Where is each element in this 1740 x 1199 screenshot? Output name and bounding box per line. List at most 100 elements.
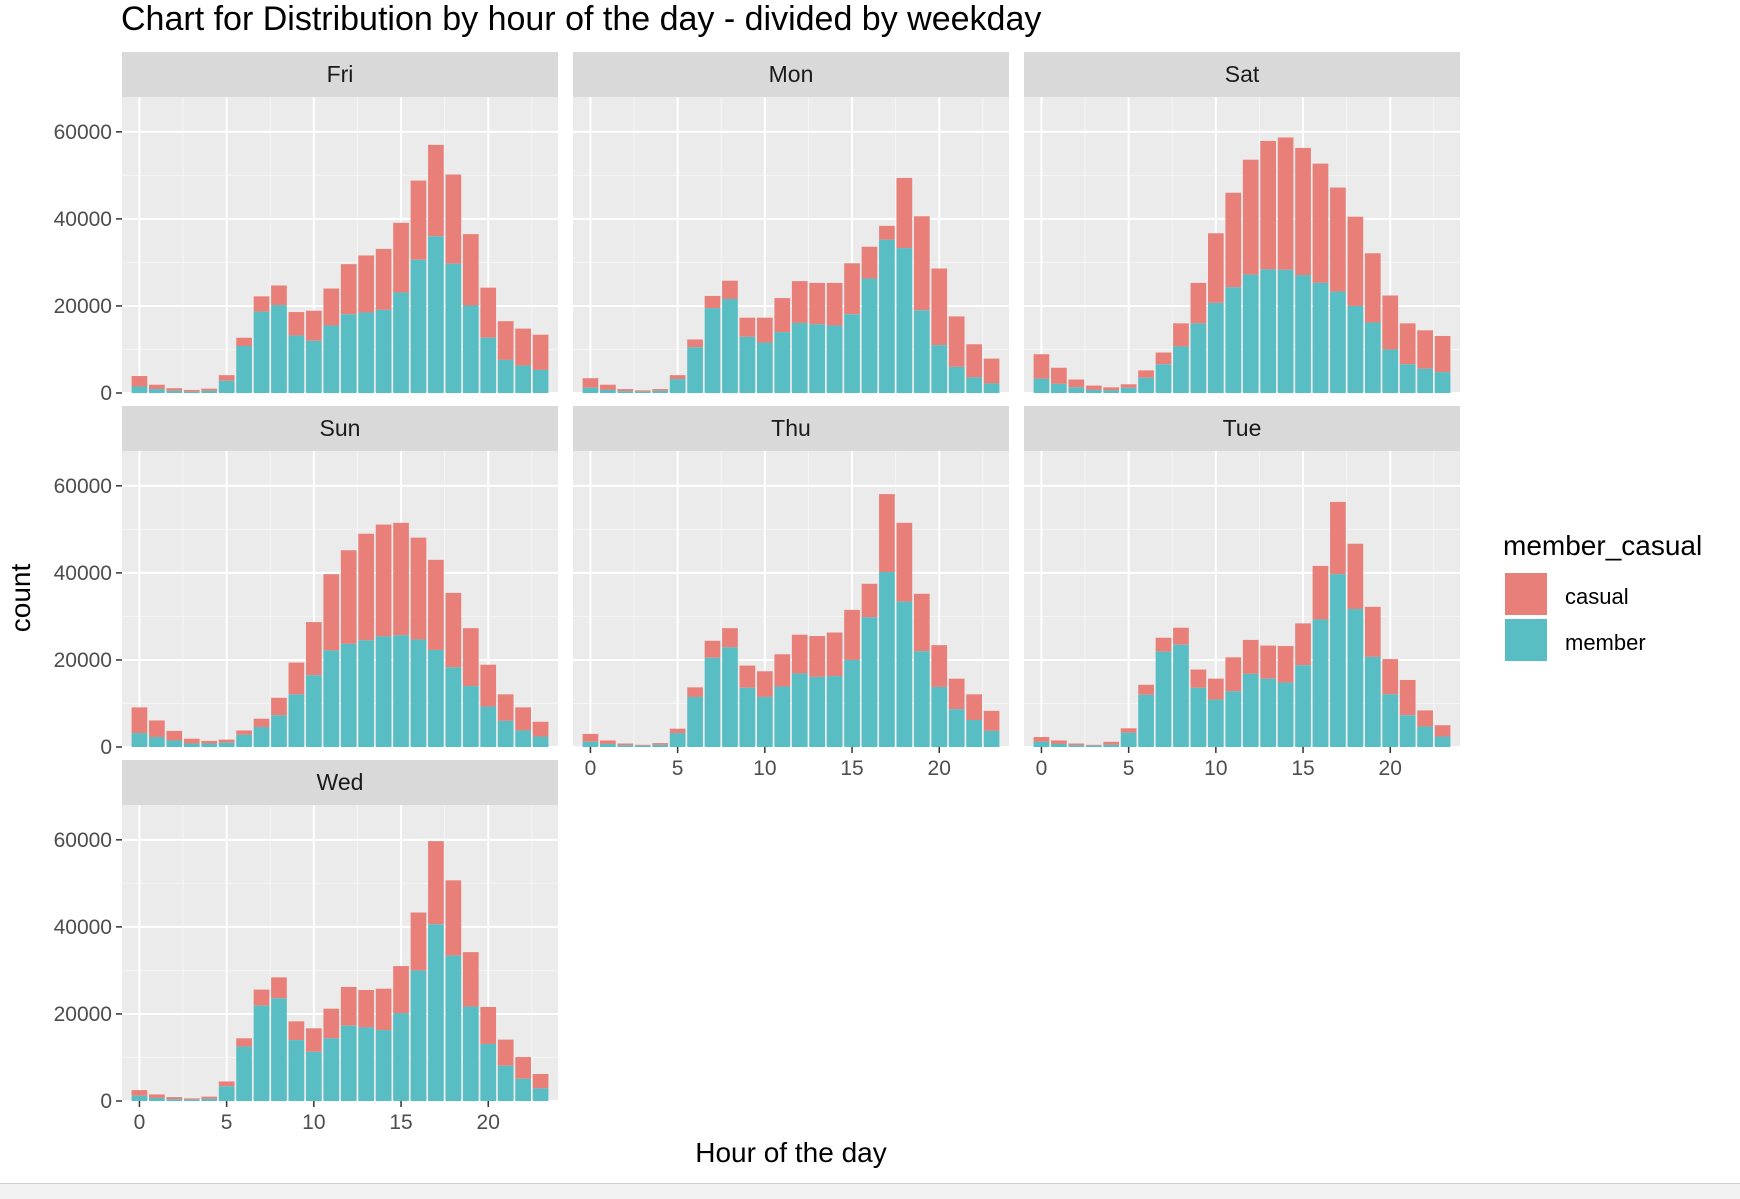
legend-title: member_casual bbox=[1503, 530, 1702, 561]
bar-member bbox=[879, 572, 895, 747]
bar-casual bbox=[271, 977, 287, 999]
bar-member bbox=[1242, 274, 1259, 393]
bar-member bbox=[1138, 694, 1154, 747]
x-tick-label: 15 bbox=[1291, 757, 1314, 780]
bar-casual bbox=[288, 1021, 305, 1041]
y-tick-label: 20000 bbox=[54, 1003, 112, 1026]
bar-member bbox=[1434, 736, 1451, 747]
bar-casual bbox=[966, 694, 982, 721]
bar-member bbox=[253, 726, 270, 747]
bar-casual bbox=[1225, 657, 1242, 692]
bar-member bbox=[410, 639, 427, 747]
bar-member bbox=[1260, 678, 1277, 747]
bar-casual bbox=[166, 1097, 183, 1100]
facet-thu: Thu 0 5 10 15 20 bbox=[573, 406, 1009, 780]
bar-member bbox=[1330, 291, 1346, 393]
bar-casual bbox=[756, 671, 773, 697]
bar-casual bbox=[1173, 627, 1189, 645]
bar-member bbox=[617, 745, 634, 747]
bar-casual bbox=[497, 1039, 514, 1066]
bar-casual bbox=[879, 225, 895, 240]
bar-member bbox=[913, 310, 930, 393]
bar-casual bbox=[913, 593, 930, 652]
bar-member bbox=[1417, 726, 1433, 747]
bar-member bbox=[375, 1030, 392, 1101]
x-tick-label: 20 bbox=[928, 757, 951, 780]
bar-casual bbox=[253, 989, 270, 1006]
x-tick-label: 15 bbox=[840, 757, 863, 780]
x-axis-title: Hour of the day bbox=[695, 1137, 886, 1168]
bar-casual bbox=[497, 694, 514, 721]
bar-member bbox=[1085, 745, 1102, 747]
bar-casual bbox=[791, 634, 808, 674]
bar-casual bbox=[375, 988, 392, 1031]
bar-member bbox=[1190, 323, 1207, 393]
x-tick-label: 5 bbox=[672, 757, 684, 780]
bar-member bbox=[948, 366, 965, 393]
bar-casual bbox=[774, 654, 791, 687]
y-tick-label: 40000 bbox=[54, 562, 112, 585]
bar-member bbox=[480, 337, 497, 393]
bar-member bbox=[428, 236, 444, 393]
bar-member bbox=[532, 736, 549, 747]
window-bottom-bar bbox=[0, 1183, 1740, 1199]
bar-casual bbox=[966, 344, 982, 378]
bar-casual bbox=[931, 645, 948, 687]
bar-member bbox=[1068, 387, 1085, 393]
bar-casual bbox=[1277, 646, 1294, 683]
bar-casual bbox=[774, 298, 791, 333]
bar-casual bbox=[410, 537, 427, 640]
bar-casual bbox=[1242, 639, 1259, 674]
bar-member bbox=[931, 345, 948, 393]
bar-casual bbox=[1382, 295, 1399, 350]
bar-casual bbox=[340, 550, 357, 644]
bar-casual bbox=[652, 389, 669, 391]
bar-member bbox=[131, 386, 148, 393]
bar-member bbox=[375, 309, 392, 393]
legend-label-casual: casual bbox=[1565, 584, 1629, 609]
bar-member bbox=[983, 383, 1000, 393]
bar-member bbox=[1190, 687, 1207, 747]
bar-member bbox=[393, 635, 409, 747]
x-tick-label: 10 bbox=[1204, 757, 1227, 780]
bar-member bbox=[1399, 715, 1416, 747]
bar-member bbox=[183, 391, 200, 393]
bar-casual bbox=[480, 664, 497, 707]
bar-casual bbox=[445, 592, 462, 668]
bar-casual bbox=[183, 1098, 200, 1100]
x-tick-label: 0 bbox=[134, 1111, 146, 1134]
strip-sun bbox=[122, 406, 558, 451]
bar-casual bbox=[1260, 140, 1277, 270]
bar-member bbox=[393, 292, 409, 393]
bar-member bbox=[410, 970, 427, 1101]
bar-casual bbox=[462, 628, 479, 687]
bar-member bbox=[131, 1095, 148, 1101]
bar-casual bbox=[480, 1006, 497, 1044]
bar-member bbox=[445, 667, 462, 747]
bar-casual bbox=[497, 321, 514, 360]
bar-member bbox=[236, 1046, 252, 1101]
bar-casual bbox=[1173, 323, 1189, 347]
x-tick-label: 20 bbox=[1379, 757, 1402, 780]
bar-casual bbox=[1364, 606, 1381, 657]
bar-casual bbox=[149, 720, 165, 737]
bar-casual bbox=[236, 1038, 252, 1047]
bar-casual bbox=[305, 622, 322, 676]
bar-casual bbox=[288, 312, 305, 336]
facet-wed: Wed 0 20000 40000 60000 0 5 10 15 20 bbox=[54, 760, 558, 1134]
bar-casual bbox=[271, 697, 287, 716]
bar-member bbox=[582, 741, 599, 747]
bar-member bbox=[1155, 364, 1172, 393]
bar-member bbox=[305, 1051, 322, 1101]
bar-casual bbox=[515, 328, 531, 366]
bar-casual bbox=[1138, 684, 1154, 695]
bar-casual bbox=[1085, 744, 1102, 746]
bar-casual bbox=[218, 739, 235, 743]
bar-member bbox=[1364, 656, 1381, 747]
bar-casual bbox=[201, 1096, 218, 1099]
bar-casual bbox=[340, 264, 357, 315]
bar-member bbox=[1068, 745, 1085, 747]
bar-member bbox=[340, 1025, 357, 1101]
bar-member bbox=[305, 340, 322, 393]
